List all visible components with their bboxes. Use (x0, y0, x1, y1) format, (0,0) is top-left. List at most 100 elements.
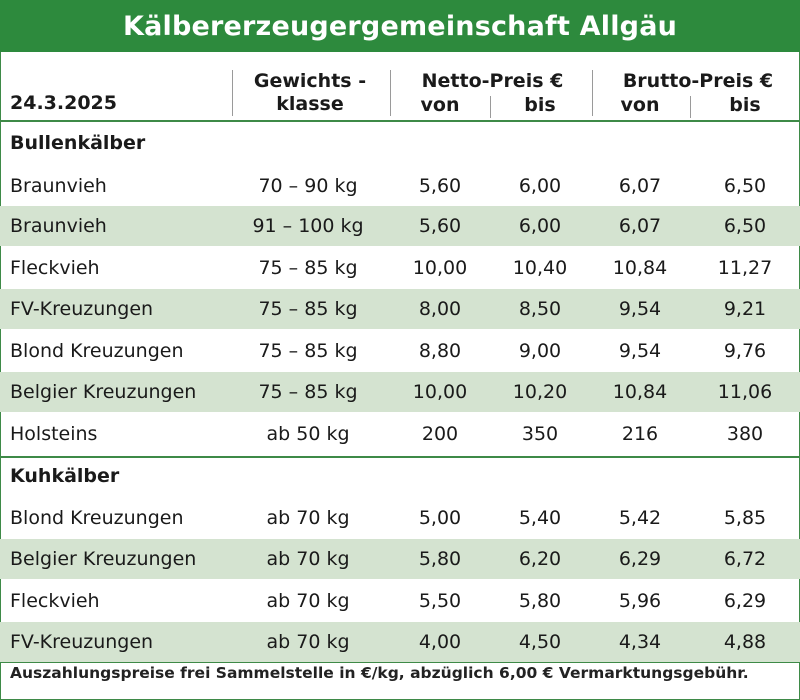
netto-von: 5,80 (418, 548, 462, 570)
netto-bis: 4,50 (518, 631, 562, 653)
weight-class: 75 – 85 kg (258, 381, 358, 403)
weight-class: 75 – 85 kg (258, 340, 358, 362)
netto-bis: 10,40 (512, 257, 568, 279)
brutto-bis-header: bis (729, 94, 761, 116)
breed-name: FV-Kreuzungen (10, 631, 154, 653)
table-row: FV-Kreuzungen 75 – 85 kg 8,00 8,50 9,54 … (0, 289, 800, 329)
brutto-bis: 380 (726, 423, 764, 445)
breed-name: Braunvieh (10, 175, 107, 197)
netto-von: 200 (421, 423, 459, 445)
brutto-von: 6,07 (618, 215, 662, 237)
breed-name: Fleckvieh (10, 257, 100, 279)
netto-bis: 5,40 (518, 507, 562, 529)
header-divider (592, 70, 593, 116)
section-title-kuhkaelber: Kuhkälber (10, 465, 120, 487)
brutto-von: 4,34 (618, 631, 662, 653)
table-row: Belgier Kreuzungen ab 70 kg 5,80 6,20 6,… (0, 539, 800, 579)
date-label: 24.3.2025 (10, 92, 117, 114)
netto-von: 5,00 (418, 507, 462, 529)
netto-header: Netto-Preis € (421, 70, 564, 92)
brutto-von: 6,29 (618, 548, 662, 570)
netto-von: 10,00 (412, 381, 468, 403)
brutto-bis: 11,06 (717, 381, 773, 403)
netto-von: 8,00 (418, 298, 462, 320)
weight-class: ab 70 kg (266, 590, 350, 612)
brutto-von: 9,54 (618, 340, 662, 362)
header-rule (0, 120, 800, 122)
breed-name: Blond Kreuzungen (10, 507, 184, 529)
netto-bis: 6,00 (518, 175, 562, 197)
brutto-bis: 11,27 (717, 257, 773, 279)
breed-name: Fleckvieh (10, 590, 100, 612)
netto-bis: 6,20 (518, 548, 562, 570)
netto-bis: 9,00 (518, 340, 562, 362)
brutto-bis: 6,72 (723, 548, 767, 570)
table-row: Blond Kreuzungen ab 70 kg 5,00 5,40 5,42… (0, 498, 800, 538)
breed-name: Belgier Kreuzungen (10, 548, 197, 570)
netto-bis: 10,20 (512, 381, 568, 403)
table-row: Braunvieh 91 – 100 kg 5,60 6,00 6,07 6,5… (0, 206, 800, 246)
breed-name: Holsteins (10, 423, 98, 445)
brutto-von: 9,54 (618, 298, 662, 320)
breed-name: Belgier Kreuzungen (10, 381, 197, 403)
netto-von: 5,50 (418, 590, 462, 612)
section-rule (0, 456, 800, 458)
breed-name: FV-Kreuzungen (10, 298, 154, 320)
brutto-bis: 6,50 (723, 175, 767, 197)
netto-von: 4,00 (418, 631, 462, 653)
table-row: Belgier Kreuzungen 75 – 85 kg 10,00 10,2… (0, 372, 800, 412)
brutto-bis: 9,76 (723, 340, 767, 362)
table-row: Holsteins ab 50 kg 200 350 216 380 (0, 414, 800, 454)
weight-class-header: Gewichts - klasse (240, 70, 380, 116)
weight-header-line1: Gewichts - (253, 70, 367, 92)
netto-bis: 6,00 (518, 215, 562, 237)
brutto-bis: 6,29 (723, 590, 767, 612)
netto-von-header: von (420, 94, 460, 116)
brutto-von: 10,84 (612, 381, 668, 403)
weight-class: ab 70 kg (266, 631, 350, 653)
table-row: Fleckvieh 75 – 85 kg 10,00 10,40 10,84 1… (0, 248, 800, 288)
brutto-bis: 9,21 (723, 298, 767, 320)
table-header: 24.3.2025 Gewichts - klasse Netto-Preis … (0, 52, 800, 122)
netto-bis: 8,50 (518, 298, 562, 320)
header-divider (232, 70, 233, 116)
netto-bis: 5,80 (518, 590, 562, 612)
brutto-bis: 6,50 (723, 215, 767, 237)
section-title-bullenkaelber: Bullenkälber (10, 132, 146, 154)
brutto-von: 5,42 (618, 507, 662, 529)
weight-class: 70 – 90 kg (258, 175, 358, 197)
netto-von: 5,60 (418, 175, 462, 197)
brutto-bis: 4,88 (723, 631, 767, 653)
netto-von: 10,00 (412, 257, 468, 279)
netto-bis: 350 (521, 423, 559, 445)
netto-von: 5,60 (418, 215, 462, 237)
netto-bis-header: bis (524, 94, 556, 116)
brutto-von-header: von (620, 94, 660, 116)
weight-class: 75 – 85 kg (258, 298, 358, 320)
brutto-von: 6,07 (618, 175, 662, 197)
brutto-von: 10,84 (612, 257, 668, 279)
weight-class: ab 70 kg (266, 507, 350, 529)
breed-name: Braunvieh (10, 215, 107, 237)
brutto-header: Brutto-Preis € (622, 70, 774, 92)
brutto-von: 5,96 (618, 590, 662, 612)
footer-rule (0, 662, 800, 663)
weight-class: 91 – 100 kg (252, 215, 364, 237)
table-row: FV-Kreuzungen ab 70 kg 4,00 4,50 4,34 4,… (0, 622, 800, 662)
header-divider (390, 70, 391, 116)
page-title: Kälbererzeugergemeinschaft Allgäu (0, 0, 800, 52)
table-row: Blond Kreuzungen 75 – 85 kg 8,80 9,00 9,… (0, 331, 800, 371)
brutto-von: 216 (621, 423, 659, 445)
header-divider (490, 96, 491, 118)
footer-note: Auszahlungspreise frei Sammelstelle in €… (10, 664, 749, 682)
header-divider (690, 96, 691, 118)
weight-class: 75 – 85 kg (258, 257, 358, 279)
weight-class: ab 50 kg (266, 423, 350, 445)
brutto-bis: 5,85 (723, 507, 767, 529)
netto-von: 8,80 (418, 340, 462, 362)
breed-name: Blond Kreuzungen (10, 340, 184, 362)
weight-class: ab 70 kg (266, 548, 350, 570)
weight-header-line2: klasse (276, 93, 344, 115)
table-row: Braunvieh 70 – 90 kg 5,60 6,00 6,07 6,50 (0, 166, 800, 206)
table-row: Fleckvieh ab 70 kg 5,50 5,80 5,96 6,29 (0, 581, 800, 621)
